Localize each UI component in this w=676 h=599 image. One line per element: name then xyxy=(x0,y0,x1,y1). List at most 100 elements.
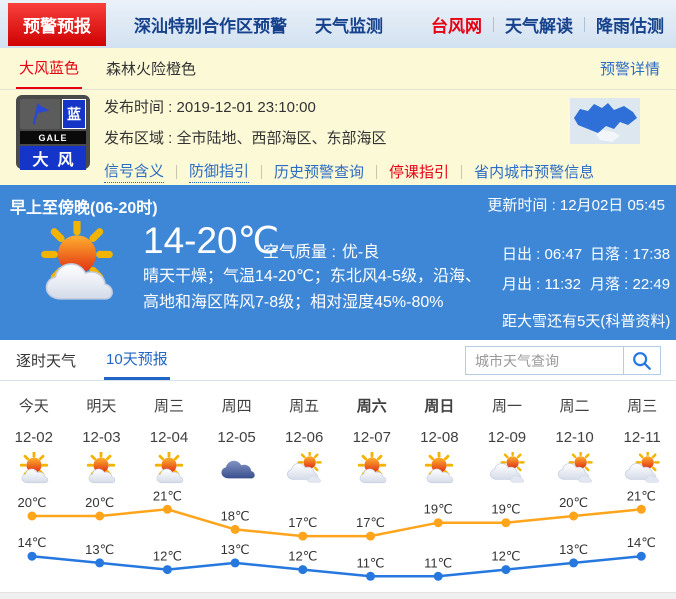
separator xyxy=(261,164,263,179)
svg-text:12℃: 12℃ xyxy=(491,549,520,564)
forecast-day-column[interactable]: 周四 12-05 xyxy=(203,381,271,448)
flag-icon xyxy=(20,99,60,129)
top-nav: 预警预报 深汕特别合作区预警 天气监测 台风网 天气解读 降雨估测 xyxy=(0,0,676,48)
city-search-box xyxy=(465,346,661,375)
tab-hourly-weather[interactable]: 逐时天气 xyxy=(16,352,77,370)
footer-divider xyxy=(0,592,676,599)
mostly-sunny-icon xyxy=(0,448,68,490)
tab-gale-blue-warning[interactable]: 大风蓝色 xyxy=(16,48,83,89)
svg-text:14℃: 14℃ xyxy=(627,535,656,550)
warning-links: 信号含义 防御指引 历史预警查询 停课指引 省内城市预警信息 xyxy=(104,160,594,183)
svg-text:13℃: 13℃ xyxy=(221,542,250,557)
nav-weather-monitor[interactable]: 天气监测 xyxy=(315,16,383,36)
day-date: 12-07 xyxy=(352,429,391,446)
air-quality: 空气质量 : 优-良 xyxy=(263,244,380,261)
day-name: 周一 xyxy=(491,398,522,415)
svg-text:11℃: 11℃ xyxy=(356,555,384,570)
forecast-day-column[interactable]: 周二 12-10 xyxy=(541,381,609,448)
day-date: 12-08 xyxy=(420,429,459,446)
solar-term-countdown[interactable]: 距大雪还有5天(科普资料) xyxy=(502,313,671,330)
forecast-day-column[interactable]: 周三 12-04 xyxy=(135,381,203,448)
forecast-weather-icons xyxy=(0,448,676,490)
day-date: 12-10 xyxy=(555,429,594,446)
search-icon xyxy=(633,351,651,370)
publish-time-label: 发布时间 : xyxy=(104,99,173,116)
temperature-chart-area: 20℃ 20℃ 21℃ 18℃ 17℃ 17℃ 19℃ 19℃ 20℃ 21℃ 14℃ 13℃ 12℃ 1… xyxy=(0,490,676,592)
day-name: 周日 xyxy=(424,398,455,415)
tab-forest-fire-orange-warning[interactable]: 森林火险橙色 xyxy=(106,61,197,78)
warning-banner: 蓝 GALE 大风 发布时间 : 2019-12-01 23:10:00 发布区… xyxy=(0,90,676,185)
svg-text:12℃: 12℃ xyxy=(153,549,182,564)
mostly-sunny-icon xyxy=(68,448,136,490)
svg-text:17℃: 17℃ xyxy=(356,515,385,530)
day-name: 周二 xyxy=(559,398,590,415)
day-date: 12-11 xyxy=(623,429,661,446)
day-name: 周三 xyxy=(153,398,184,415)
forecast-day-column[interactable]: 周一 12-09 xyxy=(473,381,541,448)
current-weather-icon xyxy=(24,218,130,312)
forecast-day-column[interactable]: 今天 12-02 xyxy=(0,381,68,448)
publish-time-value: 2019-12-01 23:10:00 xyxy=(176,99,316,116)
temperature-range: 14-20℃ xyxy=(143,220,280,261)
forecast-period-label: 早上至傍晚(06-20时) xyxy=(10,200,158,217)
forecast-day-headers: 今天 12-02 明天 12-03 周三 12-04 周四 12-05 周五 12-06 周六 12-… xyxy=(0,381,676,448)
gale-blue-signal-icon[interactable]: 蓝 GALE 大风 xyxy=(16,95,90,170)
publish-area-label: 发布区域 : xyxy=(104,130,173,147)
day-name: 周三 xyxy=(627,398,658,415)
tab-warning-forecast[interactable]: 预警预报 xyxy=(8,2,106,46)
signal-name-label: 大风 xyxy=(20,146,86,170)
day-date: 12-09 xyxy=(487,429,527,446)
partly-cloudy-icon xyxy=(270,448,338,490)
svg-text:20℃: 20℃ xyxy=(85,495,114,510)
separator xyxy=(376,164,378,179)
sun-moon-times: 日出 : 06:47 日落 : 17:38 月出 : 11:32 月落 : 22… xyxy=(502,246,671,293)
svg-text:17℃: 17℃ xyxy=(288,515,317,530)
svg-text:18℃: 18℃ xyxy=(221,508,250,523)
forecast-day-column[interactable]: 周日 12-08 xyxy=(406,381,474,448)
warning-area-map-thumbnail[interactable] xyxy=(570,98,640,144)
mostly-sunny-icon xyxy=(406,448,474,490)
svg-text:14℃: 14℃ xyxy=(17,535,46,550)
partly-cloudy-icon xyxy=(473,448,541,490)
warning-tab-bar: 大风蓝色 森林火险橙色 预警详情 xyxy=(0,48,676,90)
svg-text:21℃: 21℃ xyxy=(627,490,656,503)
link-defense-guide[interactable]: 防御指引 xyxy=(189,160,250,183)
day-date: 12-06 xyxy=(284,429,324,446)
svg-text:19℃: 19℃ xyxy=(424,502,453,517)
forecast-day-column[interactable]: 周三 12-11 xyxy=(608,381,676,448)
update-time: 更新时间 : 12月02日 05:45 xyxy=(487,197,665,214)
svg-text:11℃: 11℃ xyxy=(424,555,452,570)
nav-weather-interpretation[interactable]: 天气解读 xyxy=(505,16,573,36)
search-button[interactable] xyxy=(623,347,660,374)
nav-typhoon-site[interactable]: 台风网 xyxy=(431,16,482,36)
forecast-day-column[interactable]: 明天 12-03 xyxy=(68,381,136,448)
link-province-city-warnings[interactable]: 省内城市预警信息 xyxy=(474,164,595,181)
day-date: 12-05 xyxy=(217,429,256,446)
svg-text:13℃: 13℃ xyxy=(559,542,588,557)
warning-details: 发布时间 : 2019-12-01 23:10:00 发布区域 : 全市陆地、西… xyxy=(104,96,594,183)
mostly-sunny-icon xyxy=(135,448,203,490)
city-search-input[interactable] xyxy=(466,347,623,374)
link-signal-meaning[interactable]: 信号含义 xyxy=(104,160,165,183)
day-date: 12-04 xyxy=(149,429,189,446)
separator xyxy=(493,16,494,32)
forecast-day-column[interactable]: 周五 12-06 xyxy=(270,381,338,448)
nav-rain-estimate[interactable]: 降雨估测 xyxy=(596,16,664,36)
svg-text:21℃: 21℃ xyxy=(153,490,182,503)
link-class-suspension-guide[interactable]: 停课指引 xyxy=(389,164,450,181)
weather-description: 晴天干燥；气温14-20℃；东北风4-5级，沿海、高地和海区阵风7-8级；相对湿… xyxy=(143,268,482,311)
link-history-warning-query[interactable]: 历史预警查询 xyxy=(274,164,365,181)
tab-ten-day-forecast[interactable]: 10天预报 xyxy=(104,340,170,380)
partly-cloudy-icon xyxy=(608,448,676,490)
separator xyxy=(176,164,178,179)
day-name: 周四 xyxy=(221,398,252,415)
publish-area-value: 全市陆地、西部海区、东部海区 xyxy=(176,130,387,147)
forecast-day-column[interactable]: 周六 12-07 xyxy=(338,381,406,448)
nav-shenshan-warning[interactable]: 深汕特别合作区预警 xyxy=(134,16,287,36)
day-date: 12-03 xyxy=(82,429,121,446)
day-date: 12-02 xyxy=(14,429,53,446)
mostly-sunny-icon xyxy=(338,448,406,490)
temperature-chart: 20℃ 20℃ 21℃ 18℃ 17℃ 17℃ 19℃ 19℃ 20℃ 21℃ 14℃ 13℃ 12℃ 1… xyxy=(17,490,656,581)
separator xyxy=(461,164,463,179)
warning-detail-link[interactable]: 预警详情 xyxy=(599,61,660,78)
